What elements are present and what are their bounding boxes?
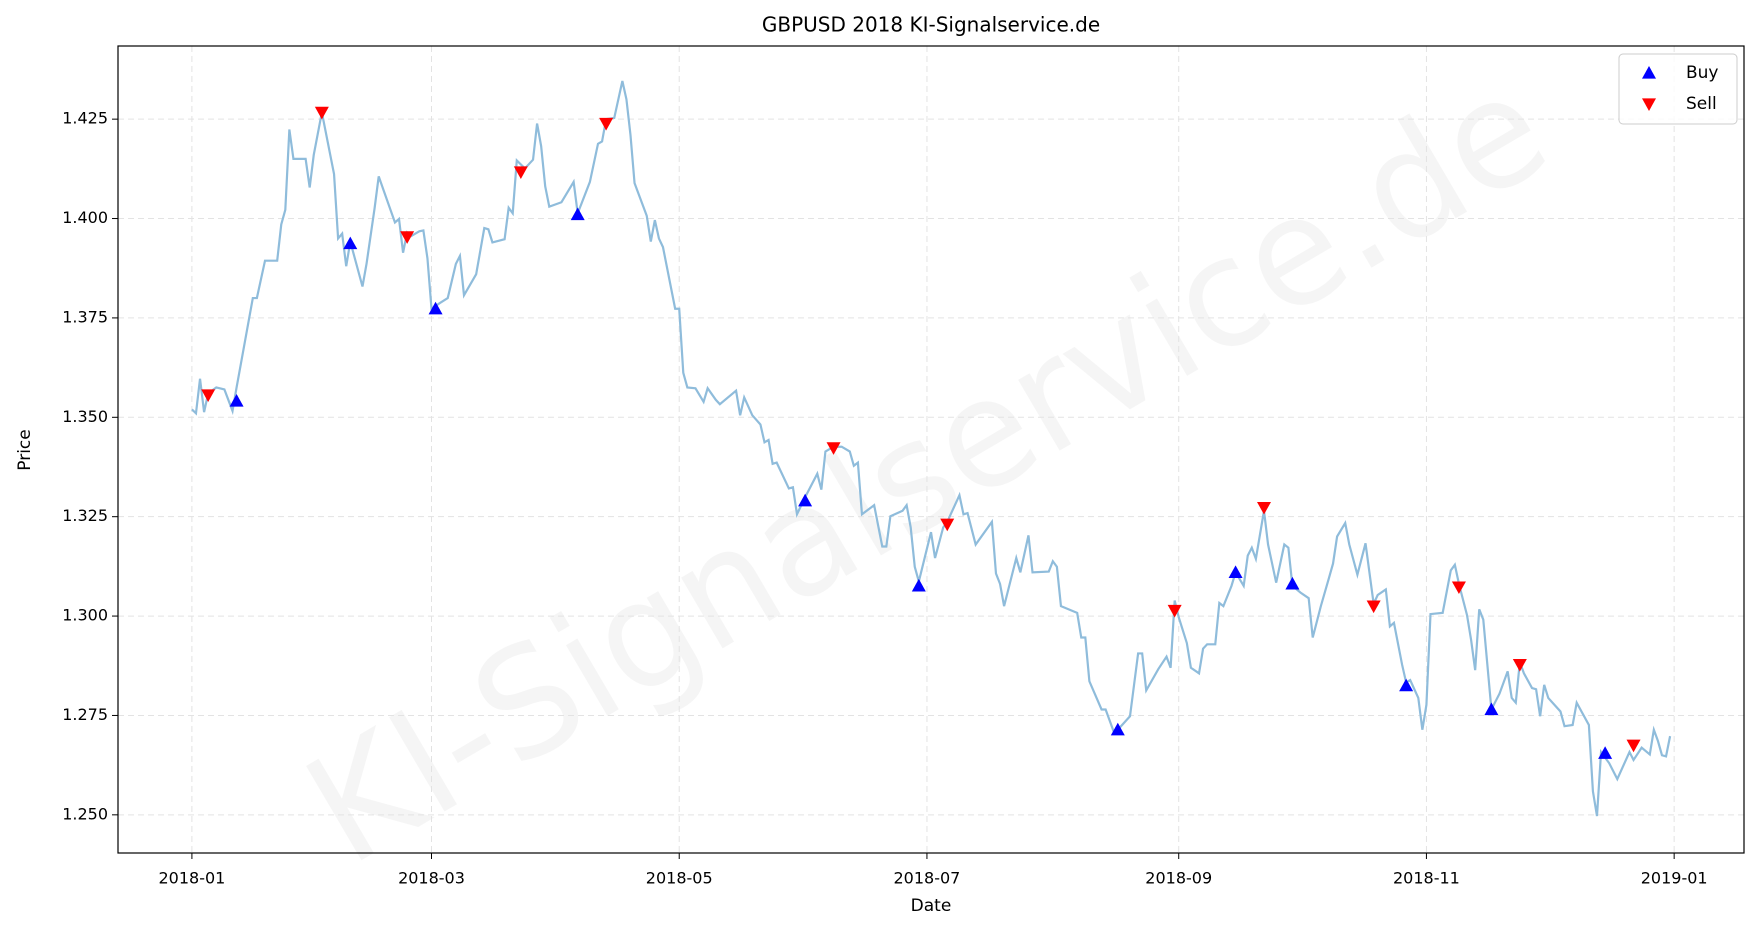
y-tick-label: 1.375	[62, 307, 108, 326]
y-tick-label: 1.425	[62, 109, 108, 128]
signal-marker	[513, 166, 528, 180]
signal-marker	[1451, 581, 1466, 595]
signal-marker	[229, 394, 244, 407]
signal-marker	[1167, 604, 1182, 618]
signal-marker	[911, 578, 926, 592]
x-tick-label: 2019-01	[1641, 869, 1708, 888]
plot-frame	[117, 45, 1745, 854]
signal-marker	[1512, 658, 1527, 672]
signal-marker	[1285, 576, 1300, 590]
signal-marker	[1399, 678, 1414, 692]
legend-marker	[1642, 98, 1656, 111]
x-tick-label: 2018-01	[158, 869, 225, 888]
chart-title: GBPUSD 2018 KI-Signalservice.de	[762, 13, 1100, 37]
y-tick-label: 1.325	[62, 506, 108, 525]
legend-label: Buy	[1686, 63, 1719, 83]
signal-marker	[798, 493, 813, 507]
signal-marker	[1598, 746, 1613, 759]
y-axis-label: Price	[15, 429, 35, 470]
x-tick-label: 2018-05	[646, 869, 713, 888]
signal-marker	[1110, 722, 1125, 736]
signal-marker	[400, 231, 415, 244]
signal-marker	[940, 518, 955, 532]
y-tick-label: 1.350	[62, 407, 108, 426]
y-tick-label: 1.300	[62, 606, 108, 625]
x-tick-label: 2018-03	[398, 869, 465, 888]
signal-marker	[1626, 739, 1641, 753]
legend-label: Sell	[1686, 94, 1717, 114]
x-axis-label: Date	[911, 896, 952, 916]
y-tick-label: 1.275	[62, 705, 108, 724]
signal-marker	[1484, 702, 1499, 716]
x-tick-label: 2018-11	[1393, 869, 1460, 888]
signal-marker	[1366, 600, 1381, 614]
signal-marker	[314, 106, 329, 120]
signal-marker	[343, 236, 358, 250]
signal-marker	[599, 117, 614, 131]
signal-marker	[826, 442, 841, 455]
x-tick-label: 2018-09	[1145, 869, 1212, 888]
legend-box	[1618, 53, 1738, 125]
x-tick-label: 2018-07	[894, 869, 961, 888]
signal-marker	[201, 389, 216, 403]
signal-marker	[1228, 565, 1243, 578]
signal-marker	[1256, 501, 1271, 515]
signal-marker	[570, 207, 585, 221]
y-tick-label: 1.400	[62, 208, 108, 227]
legend-marker	[1642, 66, 1656, 79]
signal-marker	[428, 301, 443, 315]
y-tick-label: 1.250	[62, 804, 108, 823]
